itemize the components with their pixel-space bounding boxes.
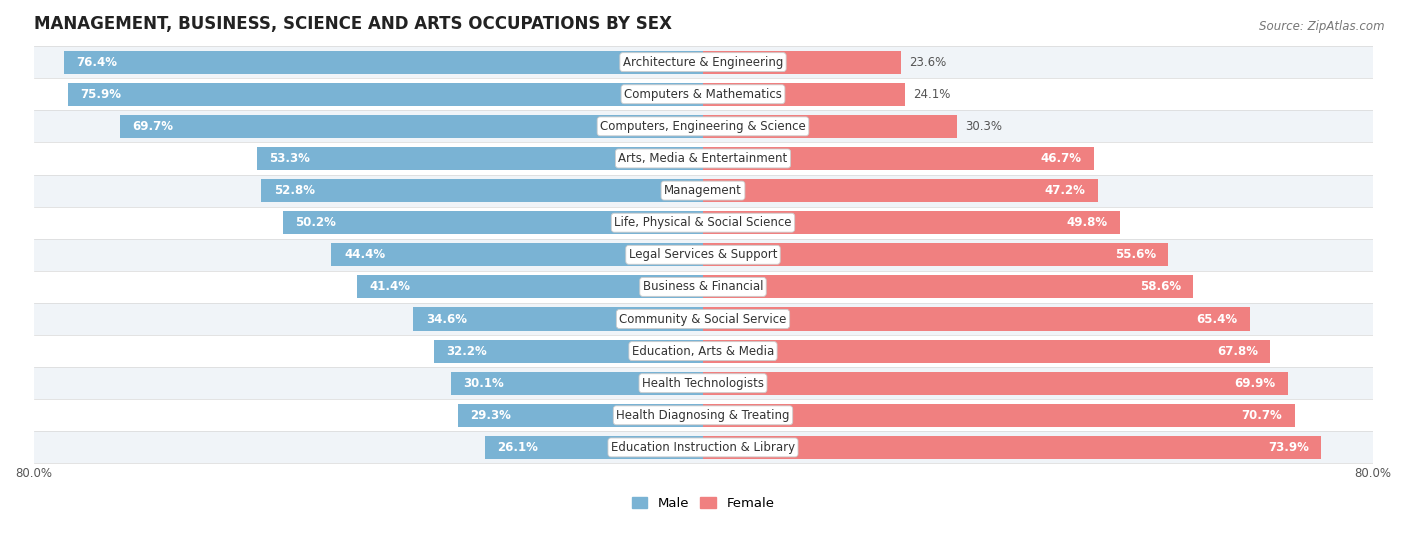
Text: 67.8%: 67.8% [1216,344,1258,358]
Text: 44.4%: 44.4% [344,248,385,261]
Text: Legal Services & Support: Legal Services & Support [628,248,778,261]
Text: Management: Management [664,184,742,197]
Bar [34,271,1372,303]
Text: Arts, Media & Entertainment: Arts, Media & Entertainment [619,152,787,165]
Text: 26.1%: 26.1% [498,441,538,454]
Bar [257,147,703,170]
Bar [703,372,1288,395]
Bar [34,239,1372,271]
Text: Health Technologists: Health Technologists [643,377,763,390]
Bar [703,276,1194,299]
Bar [34,399,1372,432]
Text: Community & Social Service: Community & Social Service [619,312,787,325]
Bar [283,211,703,234]
Bar [703,339,1271,363]
Text: 69.7%: 69.7% [132,120,173,133]
Text: 24.1%: 24.1% [912,88,950,101]
Text: 50.2%: 50.2% [295,216,336,229]
Text: 41.4%: 41.4% [370,281,411,293]
Bar [120,115,703,138]
Text: Source: ZipAtlas.com: Source: ZipAtlas.com [1260,20,1385,32]
Text: 30.3%: 30.3% [965,120,1002,133]
Text: 30.1%: 30.1% [464,377,505,390]
Text: 73.9%: 73.9% [1268,441,1309,454]
Bar [458,404,703,427]
Text: 46.7%: 46.7% [1040,152,1081,165]
Bar [703,307,1250,330]
Text: Computers, Engineering & Science: Computers, Engineering & Science [600,120,806,133]
Bar [34,143,1372,174]
Bar [357,276,703,299]
Text: 29.3%: 29.3% [471,409,512,422]
Bar [34,207,1372,239]
Legend: Male, Female: Male, Female [626,491,780,515]
Bar [703,83,904,106]
Bar [703,243,1168,266]
Text: Life, Physical & Social Science: Life, Physical & Social Science [614,216,792,229]
Text: Computers & Mathematics: Computers & Mathematics [624,88,782,101]
Text: 52.8%: 52.8% [274,184,315,197]
Text: 55.6%: 55.6% [1115,248,1156,261]
Bar [451,372,703,395]
Bar [703,179,1098,202]
Bar [34,46,1372,78]
Text: 58.6%: 58.6% [1140,281,1181,293]
Text: Business & Financial: Business & Financial [643,281,763,293]
Bar [332,243,703,266]
Bar [703,115,956,138]
Text: 53.3%: 53.3% [270,152,311,165]
Bar [34,303,1372,335]
Bar [413,307,703,330]
Bar [34,335,1372,367]
Text: 75.9%: 75.9% [80,88,121,101]
Bar [433,339,703,363]
Bar [703,436,1322,459]
Text: 65.4%: 65.4% [1197,312,1237,325]
Text: 34.6%: 34.6% [426,312,467,325]
Text: 32.2%: 32.2% [446,344,486,358]
Text: MANAGEMENT, BUSINESS, SCIENCE AND ARTS OCCUPATIONS BY SEX: MANAGEMENT, BUSINESS, SCIENCE AND ARTS O… [34,15,672,33]
Text: Health Diagnosing & Treating: Health Diagnosing & Treating [616,409,790,422]
Bar [34,78,1372,110]
Bar [34,174,1372,207]
Text: 76.4%: 76.4% [76,56,117,69]
Bar [34,110,1372,143]
Bar [34,432,1372,463]
Text: 70.7%: 70.7% [1241,409,1282,422]
Text: 80.0%: 80.0% [1354,467,1391,480]
Bar [67,83,703,106]
Text: 69.9%: 69.9% [1234,377,1275,390]
Text: Education Instruction & Library: Education Instruction & Library [612,441,794,454]
Bar [703,404,1295,427]
Text: 80.0%: 80.0% [15,467,52,480]
Bar [262,179,703,202]
Text: Architecture & Engineering: Architecture & Engineering [623,56,783,69]
Bar [703,51,900,74]
Text: Education, Arts & Media: Education, Arts & Media [631,344,775,358]
Text: 49.8%: 49.8% [1066,216,1107,229]
Bar [63,51,703,74]
Text: 23.6%: 23.6% [908,56,946,69]
Text: 47.2%: 47.2% [1045,184,1085,197]
Bar [34,367,1372,399]
Bar [703,211,1119,234]
Bar [703,147,1094,170]
Bar [485,436,703,459]
